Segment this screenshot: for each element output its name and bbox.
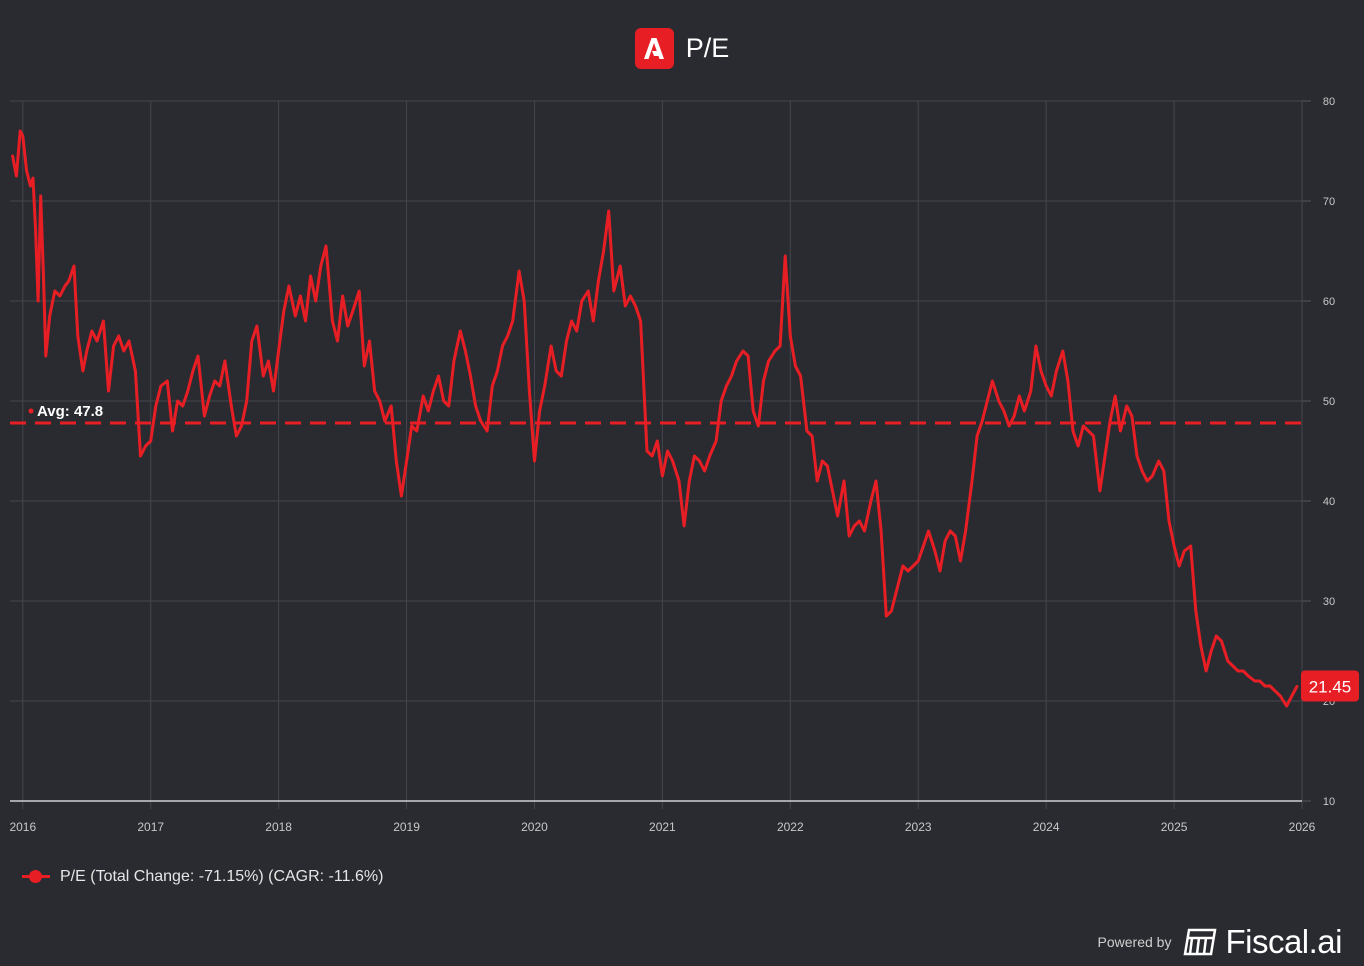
footer: Powered by Fiscal.ai: [1097, 923, 1343, 960]
x-tick-label: 2017: [137, 820, 164, 834]
x-tick-label: 2019: [393, 820, 420, 834]
fiscal-ai-logo-icon: [1183, 928, 1217, 956]
x-tick-label: 2018: [265, 820, 292, 834]
last-value-label: 21.45: [1309, 678, 1352, 697]
y-tick-label: 70: [1323, 196, 1335, 208]
x-tick-label: 2020: [521, 820, 548, 834]
average-marker: [28, 408, 34, 414]
series-line-pe: [11, 129, 1299, 708]
x-tick-label: 2026: [1289, 820, 1316, 834]
y-tick-label: 60: [1323, 296, 1335, 308]
chart-header: P/E: [0, 26, 1364, 70]
x-tick-label: 2016: [9, 820, 36, 834]
y-tick-label: 30: [1323, 596, 1335, 608]
powered-by-text: Powered by: [1097, 934, 1172, 950]
chart-legend[interactable]: P/E (Total Change: -71.15%) (CAGR: -11.6…: [22, 864, 383, 890]
legend-label: P/E (Total Change: -71.15%) (CAGR: -11.6…: [60, 868, 384, 885]
x-tick-label: 2025: [1161, 820, 1188, 834]
x-tick-label: 2023: [905, 820, 932, 834]
legend-marker-icon: [22, 870, 50, 884]
chart-title: P/E: [685, 32, 730, 63]
average-label: Avg: 47.8: [37, 403, 103, 420]
adobe-logo-icon: [634, 27, 674, 69]
x-tick-label: 2024: [1033, 820, 1060, 834]
x-tick-label: 2021: [649, 820, 676, 834]
y-tick-label: 10: [1323, 796, 1335, 808]
last-value-badge: [1301, 670, 1359, 702]
y-tick-label: 40: [1323, 496, 1335, 508]
x-tick-label: 2022: [777, 820, 804, 834]
y-tick-label: 50: [1323, 396, 1335, 408]
y-tick-label: 80: [1323, 96, 1335, 108]
brand-name[interactable]: Fiscal.ai: [1225, 923, 1342, 960]
